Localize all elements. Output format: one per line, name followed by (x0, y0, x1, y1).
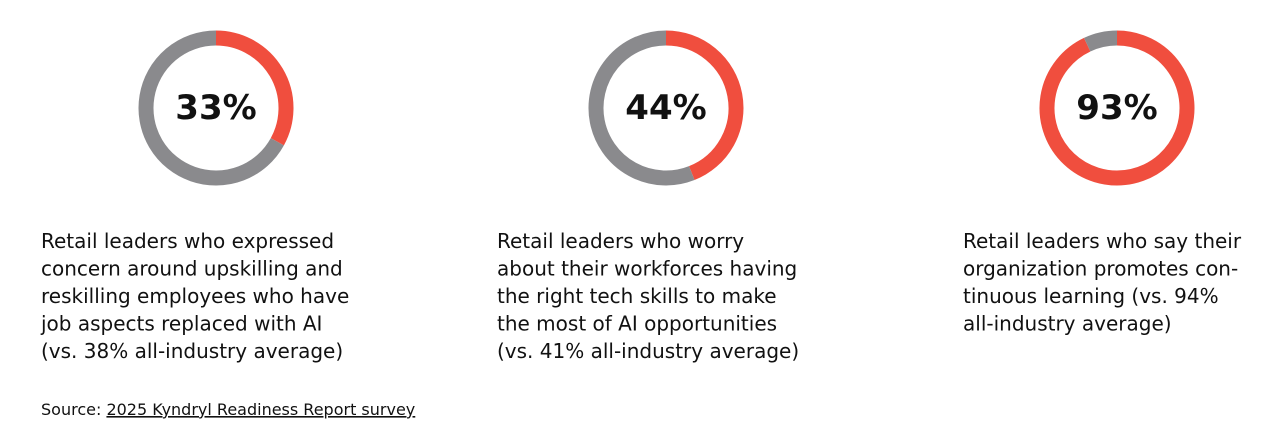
caption-line: tinuous learning (vs. 94% (963, 284, 1219, 308)
donut-segment (665, 30, 744, 181)
center-label: 33% (175, 88, 256, 128)
caption-line: Retail leaders who worry (497, 229, 744, 253)
center-label: 44% (625, 88, 706, 128)
center-label: 93% (1076, 88, 1157, 128)
source: Source: 2025 Kyndryl Readiness Report su… (41, 400, 415, 419)
donut-segment (1084, 30, 1118, 52)
caption-line: the right tech skills to make (497, 284, 777, 308)
donut-segment (1039, 30, 1195, 186)
donut-segment (588, 30, 695, 186)
caption-line: organization promotes con- (963, 257, 1238, 281)
donut-segment (138, 30, 284, 186)
caption-line: (vs. 41% all-industry average) (497, 339, 799, 363)
caption-line: (vs. 38% all-industry average) (41, 339, 343, 363)
caption-line: about their workforces having (497, 257, 797, 281)
caption-line: Retail leaders who say their (963, 229, 1242, 253)
caption-line: Retail leaders who expressed (41, 229, 334, 253)
donut-segment (215, 30, 294, 146)
caption-line: job aspects replaced with AI (40, 312, 322, 336)
caption-line: concern around upskilling and (41, 257, 343, 281)
source-link[interactable]: 2025 Kyndryl Readiness Report survey (106, 400, 415, 419)
caption-line: reskilling employees who have (41, 284, 349, 308)
caption-line: the most of AI opportunities (497, 312, 777, 336)
source-prefix: Source: (41, 400, 101, 419)
caption-line: all-industry average) (963, 312, 1172, 336)
